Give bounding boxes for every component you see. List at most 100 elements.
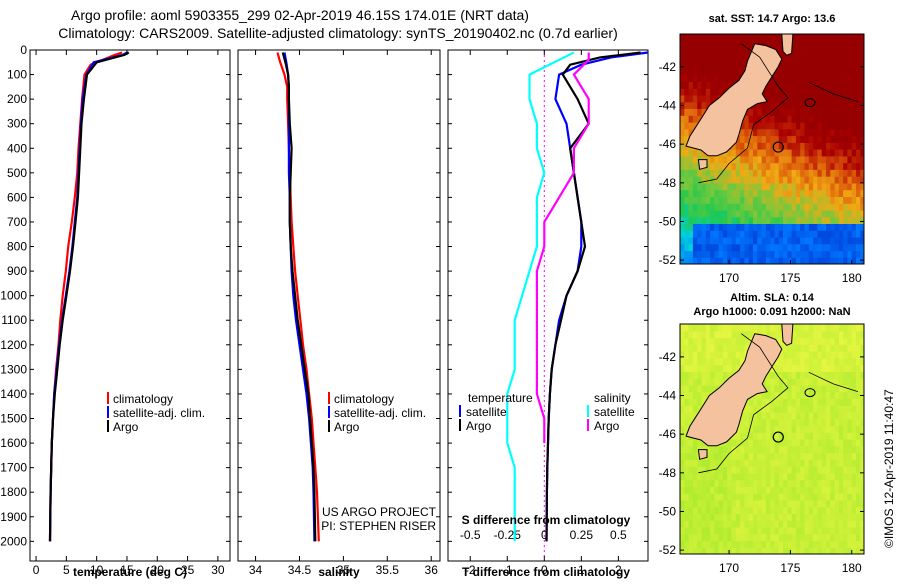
map-cell	[851, 533, 857, 542]
map-cell	[856, 169, 861, 177]
map-cell	[791, 466, 797, 474]
map-cell	[705, 94, 711, 103]
map-cell	[753, 182, 758, 191]
map-cell	[714, 324, 720, 332]
map-cell	[795, 189, 801, 197]
map-cell	[800, 74, 806, 82]
map-cell	[791, 61, 797, 69]
map-cell	[783, 520, 788, 528]
map-cell	[722, 452, 728, 460]
map-cell	[851, 466, 857, 474]
map-cell	[826, 54, 831, 62]
map-cell	[770, 540, 776, 548]
map-cell	[783, 74, 788, 82]
map-cell	[826, 142, 831, 150]
map-cell	[795, 34, 801, 42]
map-cell	[680, 418, 685, 427]
map-cell	[787, 149, 793, 157]
map-cell	[834, 344, 840, 352]
map-cell	[680, 432, 685, 440]
map-cell	[830, 196, 836, 204]
map-cell	[770, 182, 776, 191]
map-cell	[684, 364, 690, 372]
map-cell	[856, 162, 861, 170]
map-cell	[740, 176, 745, 184]
map-cell	[838, 526, 844, 535]
map-cell	[860, 506, 864, 514]
map-cell	[804, 439, 810, 447]
map-cell	[680, 479, 685, 487]
map-cell	[718, 357, 724, 366]
map-cell	[688, 547, 694, 554]
map-cell	[834, 250, 840, 258]
s-tick-label: 0.5	[610, 528, 627, 542]
difference-legend: temperature satellite Argo salinity sate…	[459, 391, 635, 433]
map-cell	[856, 324, 861, 332]
map-cell	[821, 81, 827, 89]
map-cell	[778, 169, 784, 177]
map-cell	[813, 94, 818, 103]
map-cell	[714, 540, 720, 548]
map-cell	[770, 94, 776, 103]
map-cell	[701, 189, 707, 197]
map-cell	[791, 459, 797, 467]
map-cell	[740, 493, 745, 501]
map-cell	[770, 391, 776, 399]
map-cell	[821, 357, 827, 366]
map-cell	[791, 547, 797, 554]
map-cell	[697, 344, 703, 352]
map-cell	[748, 108, 754, 116]
map-cell	[851, 520, 857, 528]
map-cell	[826, 411, 831, 420]
map-cell	[714, 243, 720, 252]
map-cell	[753, 176, 758, 184]
map-cell	[791, 398, 797, 406]
map-cell	[808, 472, 814, 481]
depth-tick-label: 800	[7, 240, 27, 254]
map-cell	[692, 540, 698, 548]
map-cell	[748, 486, 754, 494]
map-cell	[813, 189, 818, 197]
map-cell	[722, 493, 728, 501]
map-cell	[851, 121, 857, 130]
map-cell	[731, 547, 737, 554]
map-cell	[705, 155, 711, 164]
map-cell	[813, 405, 818, 413]
map-cell	[701, 67, 707, 76]
map-cell	[826, 520, 831, 528]
map-cell	[748, 34, 754, 42]
depth-axis: 0100200300400500600700800900100011001200…	[0, 43, 648, 548]
map-cell	[800, 351, 806, 359]
map-cell	[718, 236, 724, 245]
map-cell	[774, 405, 780, 413]
map-cell	[843, 547, 848, 554]
map-cell	[843, 121, 848, 130]
map-cell	[692, 162, 698, 170]
map-cell	[770, 243, 776, 252]
map-cell	[735, 337, 741, 345]
map-cell	[744, 540, 750, 548]
map-cell	[714, 196, 720, 204]
map-cell	[688, 115, 694, 123]
legend-salinity-title: salinity	[594, 391, 631, 405]
map-cell	[697, 203, 703, 211]
map-cell	[817, 452, 823, 460]
map-cell	[808, 81, 814, 89]
map-cell	[757, 155, 763, 164]
map-cell	[856, 196, 861, 204]
map-cell	[744, 418, 750, 427]
map-cell	[787, 74, 793, 82]
map-cell	[778, 115, 784, 123]
x-tick-label: 2	[615, 563, 622, 577]
map-cell	[680, 142, 685, 150]
map-cell	[684, 101, 690, 109]
depth-tick-label: 2000	[0, 534, 27, 548]
map-cell	[838, 40, 844, 49]
map-cell	[684, 547, 690, 554]
map-cell	[795, 324, 801, 332]
map-cell	[684, 513, 690, 521]
map-cell	[757, 121, 763, 130]
map-cell	[680, 149, 685, 157]
map-cell	[851, 250, 857, 258]
map-cell	[684, 94, 690, 103]
